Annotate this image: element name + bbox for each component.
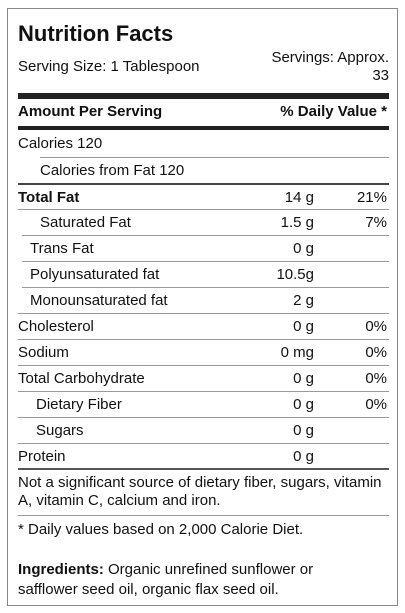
row: Monounsaturated fat 2 g — [22, 287, 389, 313]
amount: 10.5g — [276, 266, 314, 283]
ingredients-text: Organic unrefined sunflower or safflower… — [18, 561, 314, 598]
amount: 0 g — [293, 396, 314, 413]
nutrient: Trans Fat — [30, 240, 94, 257]
serving-size: Serving Size: 1 Tablespoon — [18, 58, 200, 75]
rule — [18, 93, 389, 99]
row: Total Carbohydrate 0 g 0% — [18, 365, 389, 391]
row: Cholesterol 0 g 0% — [18, 313, 389, 339]
column-header: Amount Per Serving — [18, 103, 163, 120]
amount: 0 g — [293, 318, 314, 335]
ingredients-label: Ingredients: — [18, 561, 104, 578]
row: Sugars 0 g — [18, 417, 389, 443]
daily-value: 0% — [365, 370, 387, 387]
row: Dietary Fiber 0 g 0% — [18, 391, 389, 417]
note: Not a significant source of dietary fibe… — [18, 474, 382, 509]
amount: 14 g — [284, 189, 314, 206]
row: Polyunsaturated fat 10.5g — [22, 261, 389, 287]
nutrient: Calories 120 — [18, 135, 103, 152]
row: Sodium 0 mg 0% — [18, 339, 389, 365]
servings: Servings: Approx. 33 — [271, 49, 389, 84]
rule — [18, 515, 389, 516]
amount: 2 g — [293, 292, 314, 309]
row: Protein 0 g — [18, 443, 389, 469]
row: Total Fat 14 g 21% — [18, 183, 389, 209]
amount: 0 g — [293, 448, 314, 465]
amount: 0 g — [293, 370, 314, 387]
row: Calories 120 — [18, 131, 389, 157]
title: Nutrition Facts — [18, 21, 174, 46]
rule — [18, 468, 389, 470]
row: Calories from Fat 120 — [40, 157, 389, 183]
nutrient: Calories from Fat 120 — [40, 162, 185, 179]
amount: 0 g — [293, 240, 314, 257]
footnote: * Daily values based on 2,000 Calorie Di… — [18, 521, 304, 538]
nutrient: Saturated Fat — [40, 214, 131, 231]
ingredients: Ingredients: Organic unrefined sunflower… — [18, 560, 368, 600]
amount: 1.5 g — [280, 214, 314, 231]
nutrient: Protein — [18, 448, 66, 465]
daily-value: 7% — [365, 214, 387, 231]
amount: 0 mg — [280, 344, 314, 361]
row: Trans Fat 0 g — [22, 235, 389, 261]
nutrient: Cholesterol — [18, 318, 94, 335]
nutrient: Sodium — [18, 344, 69, 361]
daily-value: 0% — [365, 318, 387, 335]
daily-value: 0% — [365, 396, 387, 413]
nutrient: Monounsaturated fat — [30, 292, 168, 309]
nutrient: Polyunsaturated fat — [30, 266, 160, 283]
daily-value: 0% — [365, 344, 387, 361]
nutrition-label: Nutrition Facts Serving Size: 1 Tablespo… — [7, 8, 398, 606]
amount: 0 g — [293, 422, 314, 439]
nutrient: Total Carbohydrate — [18, 370, 145, 387]
nutrient: Dietary Fiber — [36, 396, 122, 413]
nutrient: Total Fat — [18, 189, 80, 206]
row: Saturated Fat 1.5 g 7% — [18, 209, 389, 235]
nutrient: Sugars — [36, 422, 84, 439]
rule — [18, 126, 389, 130]
column-header: % Daily Value * — [280, 103, 387, 120]
daily-value: 21% — [356, 189, 387, 206]
